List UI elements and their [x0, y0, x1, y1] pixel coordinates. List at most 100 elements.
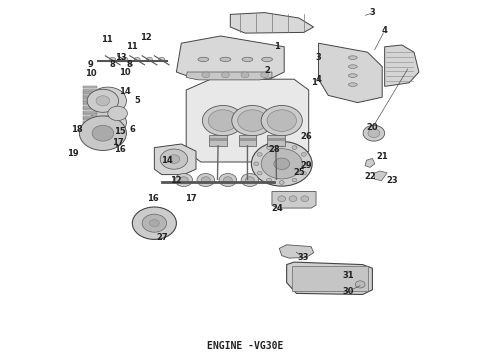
Polygon shape: [230, 13, 314, 33]
Bar: [83, 103, 97, 105]
Text: 33: 33: [297, 253, 309, 262]
Ellipse shape: [242, 57, 253, 62]
Polygon shape: [279, 245, 314, 258]
Ellipse shape: [348, 65, 357, 68]
Text: 4: 4: [382, 26, 388, 35]
Circle shape: [301, 171, 306, 175]
Text: 23: 23: [386, 176, 398, 185]
Circle shape: [292, 178, 297, 182]
Circle shape: [267, 178, 271, 182]
Ellipse shape: [220, 57, 231, 62]
Circle shape: [160, 149, 188, 169]
Bar: [83, 118, 97, 120]
Circle shape: [289, 196, 297, 202]
Polygon shape: [186, 72, 272, 80]
Text: 27: 27: [156, 233, 168, 242]
Ellipse shape: [262, 57, 272, 62]
Circle shape: [110, 57, 116, 62]
Text: 4: 4: [316, 75, 321, 84]
Circle shape: [208, 110, 238, 131]
Circle shape: [87, 89, 119, 112]
Circle shape: [99, 116, 117, 129]
Circle shape: [223, 177, 232, 183]
Circle shape: [202, 72, 210, 78]
Circle shape: [274, 158, 290, 170]
Circle shape: [245, 177, 254, 183]
Bar: [83, 111, 97, 113]
Circle shape: [159, 57, 165, 62]
Circle shape: [363, 125, 385, 141]
Text: 10: 10: [119, 68, 131, 77]
Polygon shape: [272, 192, 316, 208]
Text: 26: 26: [300, 132, 312, 141]
Circle shape: [257, 153, 262, 156]
Ellipse shape: [348, 56, 357, 59]
Polygon shape: [385, 45, 419, 86]
Text: 18: 18: [71, 125, 83, 134]
Circle shape: [79, 116, 126, 150]
Polygon shape: [318, 43, 382, 103]
Circle shape: [238, 110, 267, 131]
Text: 12: 12: [140, 33, 152, 42]
Text: 21: 21: [376, 152, 388, 161]
Text: 11: 11: [126, 42, 138, 51]
Bar: [83, 121, 97, 123]
Text: 12: 12: [171, 176, 182, 185]
Circle shape: [197, 174, 215, 186]
Polygon shape: [186, 79, 309, 162]
Circle shape: [267, 146, 271, 149]
Circle shape: [92, 125, 114, 141]
Bar: [239, 135, 256, 146]
Text: 16: 16: [114, 145, 126, 154]
Circle shape: [232, 105, 273, 136]
Text: 19: 19: [67, 149, 78, 158]
Bar: [83, 91, 97, 93]
Circle shape: [168, 155, 180, 163]
Text: ENGINE -VG30E: ENGINE -VG30E: [207, 341, 283, 351]
Bar: [83, 113, 97, 115]
Circle shape: [89, 109, 126, 136]
Circle shape: [257, 171, 262, 175]
Circle shape: [241, 72, 249, 78]
Text: 10: 10: [85, 69, 97, 78]
Bar: [83, 133, 97, 135]
Polygon shape: [365, 158, 375, 167]
Text: 3: 3: [316, 53, 321, 62]
Bar: [83, 123, 97, 125]
Text: 30: 30: [342, 287, 354, 296]
Text: 1: 1: [311, 78, 317, 87]
Bar: [292, 266, 368, 291]
Circle shape: [279, 181, 284, 184]
Circle shape: [292, 146, 297, 149]
Bar: [83, 108, 97, 111]
Circle shape: [147, 57, 152, 62]
Ellipse shape: [348, 74, 357, 77]
Text: 14: 14: [161, 156, 172, 165]
Text: 20: 20: [367, 123, 378, 132]
Circle shape: [179, 177, 188, 183]
Bar: [83, 130, 97, 132]
Circle shape: [301, 153, 306, 156]
Circle shape: [221, 72, 229, 78]
Circle shape: [241, 174, 259, 186]
Bar: [83, 101, 97, 103]
Text: 24: 24: [271, 204, 283, 213]
Text: 8: 8: [127, 60, 133, 69]
Bar: [83, 125, 97, 127]
Circle shape: [89, 87, 126, 114]
Bar: [267, 135, 285, 146]
Text: 13: 13: [115, 53, 127, 62]
Circle shape: [305, 162, 310, 166]
Text: 16: 16: [147, 194, 159, 202]
Polygon shape: [373, 171, 387, 181]
Circle shape: [108, 106, 127, 121]
Ellipse shape: [198, 57, 209, 62]
Circle shape: [301, 196, 309, 202]
Circle shape: [261, 72, 269, 78]
Circle shape: [99, 94, 117, 107]
Circle shape: [201, 177, 210, 183]
Circle shape: [132, 207, 176, 239]
Circle shape: [261, 105, 302, 136]
Circle shape: [122, 57, 128, 62]
Text: 2: 2: [264, 66, 270, 75]
